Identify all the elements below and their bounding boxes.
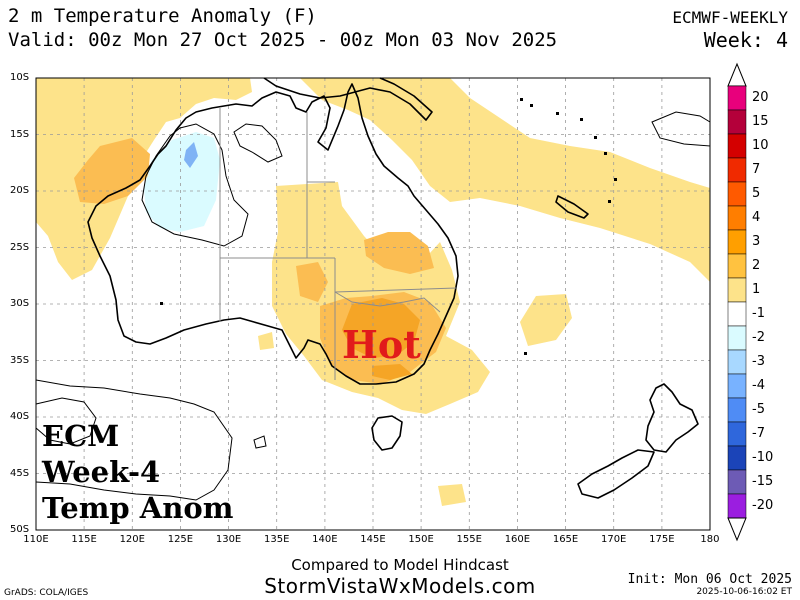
colorbar-swatch: [727, 469, 747, 495]
colorbar-max-arrow: [727, 62, 747, 87]
new-caledonia-coastline: [555, 195, 589, 219]
colorbar-label: 4: [752, 210, 761, 225]
lat-label: 35S: [10, 354, 30, 366]
colorbar-label: -2: [752, 330, 765, 345]
lon-label: 115E: [71, 534, 97, 545]
colorbar-label: -10: [752, 450, 774, 465]
colorbar-swatch: [727, 109, 747, 135]
colorbar-swatch: [727, 181, 747, 207]
lon-label: 180: [700, 534, 720, 545]
colorbar-label: 7: [752, 162, 761, 177]
ecm-label-line2: Week-4: [42, 455, 161, 489]
colorbar-label: -1: [752, 306, 765, 321]
state-borders: [219, 108, 457, 380]
colorbar-label: 2: [752, 258, 761, 273]
colorbar-label: 20: [752, 90, 769, 105]
lon-label: 160E: [504, 534, 531, 545]
lon-label: 155E: [456, 534, 482, 545]
colorbar-label: -7: [752, 426, 765, 441]
anomaly-contours: [35, 111, 711, 501]
site-url: StormVistaWxModels.com: [264, 574, 536, 598]
colorbar-label: -3: [752, 354, 765, 369]
colorbar-label: -4: [752, 378, 765, 393]
tasmania-coastline: [371, 415, 403, 451]
colorbar-label: 3: [752, 234, 761, 249]
anomaly-neg2-neg3-spot: [184, 142, 198, 168]
anomaly-map: [35, 77, 711, 531]
valid-period: Valid: 00z Mon 27 Oct 2025 - 00z Mon 03 …: [8, 29, 558, 51]
colorbar: [727, 62, 747, 542]
colorbar-swatch: [727, 397, 747, 423]
new-zealand-north-coastline: [645, 383, 699, 453]
lat-label: 30S: [10, 298, 30, 309]
colorbar-min-arrow: [727, 517, 747, 542]
colorbar-swatch: [727, 421, 747, 447]
colorbar-swatch: [727, 349, 747, 375]
colorbar-swatch: [727, 133, 747, 159]
lon-label: 145E: [360, 534, 386, 545]
colorbar-label: 15: [752, 114, 769, 129]
colorbar-swatch: [727, 493, 747, 519]
colorbar-swatch: [727, 277, 747, 303]
init-time: Init: Mon 06 Oct 2025: [627, 572, 792, 587]
hindcast-note: Compared to Model Hindcast: [291, 556, 509, 574]
lon-label: 175E: [649, 534, 675, 545]
colorbar-label: -20: [752, 498, 774, 513]
lat-label: 50S: [10, 524, 30, 535]
lat-label: 15S: [10, 128, 30, 140]
islands: [160, 98, 617, 355]
lon-label: 150E: [408, 534, 434, 545]
lon-label: 135E: [263, 534, 290, 545]
colorbar-swatch: [727, 253, 747, 279]
new-zealand-south-coastline: [577, 449, 655, 499]
model-name: ECMWF-WEEKLY: [672, 8, 788, 27]
colorbar-swatch: [727, 373, 747, 399]
coastlines: [87, 77, 699, 499]
week-label: Week: 4: [703, 28, 788, 52]
colorbar-label: -5: [752, 402, 765, 417]
colorbar-swatch: [727, 445, 747, 471]
lon-label: 120E: [119, 534, 145, 545]
lon-label: 165E: [552, 534, 579, 545]
colorbar-swatch: [727, 157, 747, 183]
lon-label: 170E: [600, 534, 627, 545]
lat-label: 45S: [10, 467, 30, 479]
anomaly-3-4-areas: [342, 298, 420, 380]
colorbar-swatch: [727, 205, 747, 231]
grads-credit: GrADS: COLA/IGES: [4, 588, 89, 598]
ecm-label-line1: ECM: [42, 419, 120, 453]
lat-label: 40S: [10, 411, 30, 422]
colorbar-swatch: [727, 85, 747, 111]
generated-timestamp: 2025-10-06-16:02 ET: [696, 587, 792, 597]
graticule: [36, 78, 710, 530]
lat-label: 25S: [10, 241, 30, 253]
lon-label: 110E: [23, 534, 49, 545]
lon-label: 140E: [312, 534, 338, 545]
lat-label: 10S: [10, 72, 30, 83]
new-guinea-coastline: [263, 77, 433, 121]
map-frame: [35, 77, 711, 531]
ecm-label-line3: Temp Anom: [42, 491, 234, 525]
lat-label: 20S: [10, 185, 30, 196]
colorbar-label: 10: [752, 138, 769, 153]
colorbar-label: 1: [752, 282, 761, 297]
hot-label: Hot: [342, 322, 421, 367]
anomaly-neg1-neg2-area: [144, 132, 220, 232]
colorbar-swatch: [727, 229, 747, 255]
australia-coastline: [87, 83, 459, 385]
colorbar-label: 5: [752, 186, 761, 201]
colorbar-swatch: [727, 325, 747, 351]
lon-label: 125E: [167, 534, 194, 545]
colorbar-label: -15: [752, 474, 774, 489]
map-title: 2 m Temperature Anomaly (F): [8, 5, 317, 27]
lon-label: 130E: [215, 534, 242, 545]
colorbar-swatch: [727, 301, 747, 327]
